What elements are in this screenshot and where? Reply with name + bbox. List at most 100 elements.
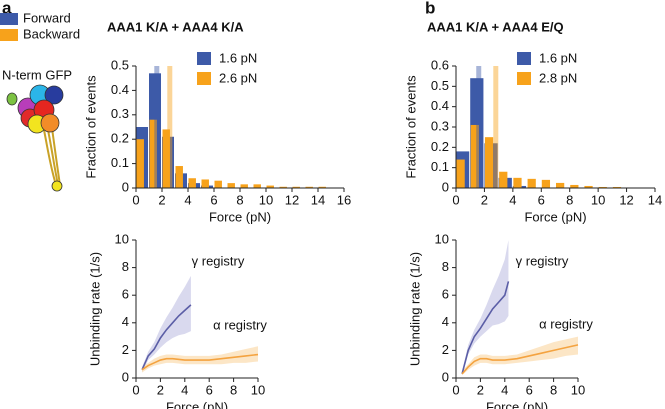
y-tick-label: 0.5 xyxy=(111,57,129,72)
x-tick-label: 6 xyxy=(206,382,213,397)
x-tick-label: 2 xyxy=(157,382,164,397)
illustration-label: N-term GFP xyxy=(2,67,72,82)
bar xyxy=(292,186,300,188)
bar xyxy=(470,124,479,188)
x-tick-label: 4 xyxy=(501,382,508,397)
x-tick-label: 10 xyxy=(259,192,273,207)
x-tick-label: 14 xyxy=(648,192,662,207)
y-axis-label: Unbinding rate (1/s) xyxy=(87,252,102,366)
bar xyxy=(227,183,235,188)
bar xyxy=(279,186,287,188)
annotation: γ registry xyxy=(192,253,245,268)
y-tick-label: 0 xyxy=(442,369,449,384)
y-tick-label: 0.4 xyxy=(111,82,129,97)
legend-swatch xyxy=(517,52,531,65)
x-tick-label: 0 xyxy=(132,382,139,397)
chart-title: AAA1 K/A + AAA4 K/A xyxy=(107,19,244,34)
x-tick-label: 6 xyxy=(210,192,217,207)
bar xyxy=(240,184,248,188)
x-tick-label: 0 xyxy=(452,382,459,397)
x-axis-label: Force (pN) xyxy=(486,399,548,409)
x-tick-label: 10 xyxy=(251,382,265,397)
x-tick-label: 4 xyxy=(181,382,188,397)
line xyxy=(461,344,579,375)
bar xyxy=(266,185,274,188)
x-tick-label: 14 xyxy=(311,192,325,207)
x-axis-label: Force (pN) xyxy=(209,209,271,224)
bar xyxy=(175,166,183,188)
y-tick-label: 2 xyxy=(122,342,129,357)
y-tick-label: 8 xyxy=(442,259,449,274)
x-tick-label: 8 xyxy=(236,192,243,207)
x-tick-label: 2 xyxy=(158,192,165,207)
bar xyxy=(214,180,222,188)
legend-label: Forward xyxy=(23,10,71,25)
legend-label: 1.6 pN xyxy=(539,50,577,65)
x-tick-label: 0 xyxy=(132,192,139,207)
x-tick-label: 4 xyxy=(509,192,516,207)
bar xyxy=(201,179,209,188)
x-tick-label: 2 xyxy=(477,382,484,397)
bar xyxy=(556,182,565,188)
y-tick-label: 0 xyxy=(442,179,449,194)
bar xyxy=(136,139,144,188)
annotation: γ registry xyxy=(516,253,569,268)
bar xyxy=(499,171,508,188)
y-tick-label: 4 xyxy=(122,314,129,329)
bar xyxy=(305,186,313,188)
legend-swatch xyxy=(0,13,18,25)
bar xyxy=(162,129,170,188)
x-tick-label: 2 xyxy=(481,192,488,207)
bar xyxy=(513,177,522,188)
y-tick-label: 0.2 xyxy=(111,131,129,146)
legend-label: 1.6 pN xyxy=(219,50,257,65)
bar xyxy=(149,119,157,188)
y-axis-label: Unbinding rate (1/s) xyxy=(407,252,422,366)
y-tick-label: 6 xyxy=(122,287,129,302)
y-tick-label: 0.2 xyxy=(431,139,449,154)
x-tick-label: 16 xyxy=(337,192,351,207)
x-axis-label: Force (pN) xyxy=(166,399,228,409)
y-tick-label: 0.3 xyxy=(431,118,449,133)
x-tick-label: 6 xyxy=(526,382,533,397)
legend-label: 2.6 pN xyxy=(219,70,257,85)
y-tick-label: 10 xyxy=(435,231,449,246)
panel-label: b xyxy=(425,0,435,17)
legend-swatch xyxy=(197,72,211,85)
y-tick-label: 8 xyxy=(122,259,129,274)
bar xyxy=(188,178,196,188)
legend-swatch xyxy=(197,52,211,65)
bar xyxy=(570,184,579,188)
y-tick-label: 2 xyxy=(442,342,449,357)
bar xyxy=(584,185,593,188)
y-tick-label: 4 xyxy=(442,314,449,329)
x-tick-label: 10 xyxy=(591,192,605,207)
y-tick-label: 0.3 xyxy=(111,106,129,121)
x-tick-label: 0 xyxy=(452,192,459,207)
panel-label: a xyxy=(2,0,12,17)
line xyxy=(141,353,259,371)
annotation: α registry xyxy=(213,317,267,332)
chart-title: AAA1 K/A + AAA4 E/Q xyxy=(427,19,564,34)
confidence-band xyxy=(462,336,578,376)
x-tick-label: 8 xyxy=(566,192,573,207)
y-tick-label: 0.5 xyxy=(431,78,449,93)
bar xyxy=(456,159,465,188)
x-tick-label: 12 xyxy=(619,192,633,207)
y-tick-label: 0.1 xyxy=(431,159,449,174)
x-tick-label: 4 xyxy=(184,192,191,207)
y-axis-label: Fraction of events xyxy=(83,75,98,179)
bar xyxy=(484,137,494,188)
confidence-band xyxy=(462,240,509,376)
x-axis-label: Force (pN) xyxy=(524,209,586,224)
x-tick-label: 12 xyxy=(285,192,299,207)
y-tick-label: 0.4 xyxy=(431,98,449,113)
legend-label: Backward xyxy=(23,26,80,41)
y-tick-label: 0.6 xyxy=(431,57,449,72)
legend-swatch xyxy=(0,29,18,41)
x-tick-label: 8 xyxy=(550,382,557,397)
line xyxy=(141,304,192,371)
line xyxy=(461,281,510,375)
bar xyxy=(612,186,622,188)
